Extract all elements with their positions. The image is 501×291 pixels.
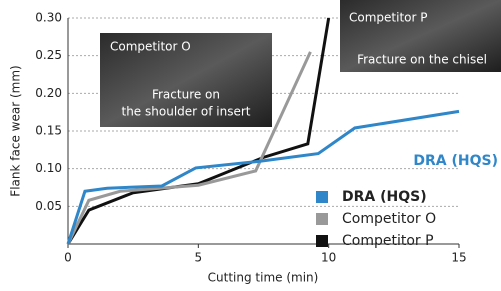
- annotation: DRA (HQS): [413, 153, 498, 169]
- chart: Competitor O Fracture on the shoulder of…: [0, 0, 501, 291]
- legend-label: Competitor P: [342, 233, 434, 249]
- x-tick-label: 5: [195, 251, 203, 265]
- legend-swatch: [316, 191, 328, 203]
- y-tick-label: 0.25: [35, 48, 62, 62]
- y-tick-label: 0.10: [35, 161, 62, 175]
- legend-label: Competitor O: [342, 211, 436, 227]
- legend-swatch: [316, 213, 328, 225]
- y-tick-label: 0.05: [35, 199, 62, 213]
- annotation: the shoulder of insert: [122, 105, 251, 119]
- x-tick-label: 10: [321, 251, 336, 265]
- y-tick-label: 0.20: [35, 86, 62, 100]
- y-tick-label: 0.15: [35, 124, 62, 138]
- y-axis-label: Flank face wear (mm): [9, 65, 23, 196]
- legend-swatch: [316, 235, 328, 247]
- annotation: Fracture on: [152, 88, 220, 102]
- x-tick-label: 0: [64, 251, 72, 265]
- annotation: Competitor O: [110, 40, 191, 54]
- y-tick-label: 0.30: [35, 11, 62, 25]
- annotation: Competitor P: [349, 11, 427, 25]
- page: Competitor O Fracture on the shoulder of…: [0, 0, 501, 291]
- annotation: Fracture on the chisel: [357, 53, 487, 67]
- x-tick-label: 15: [451, 251, 466, 265]
- legend-label: DRA (HQS): [342, 189, 427, 205]
- x-axis-label: Cutting time (min): [208, 271, 319, 285]
